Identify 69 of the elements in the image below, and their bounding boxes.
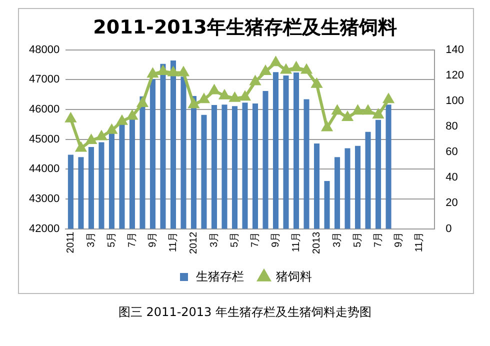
point bbox=[138, 98, 148, 107]
x-tick-label: 11月 bbox=[168, 232, 179, 252]
x-tick-label: 11月 bbox=[414, 232, 426, 252]
point bbox=[199, 94, 209, 104]
x-tick-label: 9月 bbox=[147, 232, 158, 248]
y2-tick-label: 40 bbox=[446, 172, 458, 184]
x-tick-label: 7月 bbox=[126, 232, 138, 248]
point bbox=[209, 85, 220, 94]
legend-label: 猪饲料 bbox=[276, 269, 312, 284]
point bbox=[302, 64, 312, 74]
point bbox=[178, 67, 188, 76]
point bbox=[127, 110, 138, 120]
point bbox=[260, 66, 270, 76]
text: 图三 2011-2013 年生猪存栏及生猪饲料走势图 bbox=[117, 304, 373, 321]
x-tick-label: 5月 bbox=[106, 232, 118, 248]
point bbox=[384, 94, 394, 104]
x-tick-label: 11月 bbox=[291, 232, 302, 252]
x-tick-label: 2012 bbox=[188, 231, 200, 254]
x-tick-label: 3月 bbox=[86, 232, 97, 248]
x-tick-label: 3月 bbox=[208, 232, 220, 248]
point bbox=[188, 99, 199, 108]
x-tick-label: 5月 bbox=[229, 232, 240, 248]
y2-tick-label: 0 bbox=[446, 222, 452, 235]
x-tick-label: 5月 bbox=[352, 232, 364, 248]
point bbox=[117, 116, 127, 125]
point bbox=[281, 64, 291, 74]
point bbox=[342, 112, 352, 122]
x-tick-label: 2013 bbox=[312, 231, 323, 254]
x-tick-label: 7月 bbox=[250, 232, 261, 248]
y2-tick-label: 80 bbox=[446, 120, 458, 133]
y-tick-label: 45000 bbox=[28, 133, 60, 146]
point bbox=[66, 113, 76, 122]
point bbox=[86, 135, 96, 144]
point bbox=[332, 106, 342, 115]
y-tick-label: 47000 bbox=[28, 74, 60, 86]
y-tick-label: 44000 bbox=[28, 163, 60, 176]
y-tick-label: 48000 bbox=[28, 44, 60, 56]
y2-tick-label: 20 bbox=[446, 197, 458, 210]
point bbox=[352, 106, 363, 115]
y2-tick-label: 120 bbox=[446, 69, 464, 82]
point bbox=[322, 122, 332, 132]
point bbox=[250, 76, 260, 86]
point bbox=[76, 142, 86, 152]
x-tick-label: 9月 bbox=[394, 232, 405, 248]
x-tick-label: 3月 bbox=[332, 232, 344, 248]
point bbox=[363, 106, 373, 115]
point bbox=[158, 66, 168, 76]
y-tick-label: 43000 bbox=[28, 192, 60, 205]
x-tick-label: 2011 bbox=[65, 231, 76, 254]
x-tick-label: 9月 bbox=[270, 232, 282, 248]
point bbox=[240, 92, 250, 101]
point bbox=[270, 57, 281, 66]
legend-label: 生猪存栏 bbox=[196, 269, 244, 284]
y-tick-label: 46000 bbox=[28, 103, 60, 116]
y-tick-label: 42000 bbox=[28, 222, 60, 235]
point bbox=[106, 124, 117, 134]
point bbox=[312, 78, 322, 88]
point bbox=[148, 68, 158, 78]
y2-tick-label: 140 bbox=[446, 44, 464, 56]
point bbox=[291, 62, 302, 72]
point bbox=[96, 131, 106, 140]
chart-title: 2011-2013年生猪存栏及生猪饲料 bbox=[93, 16, 397, 38]
point bbox=[230, 92, 240, 102]
point bbox=[168, 67, 178, 76]
point bbox=[373, 109, 384, 118]
y2-tick-label: 100 bbox=[446, 94, 464, 107]
point bbox=[220, 90, 230, 100]
x-tick-label: 7月 bbox=[373, 232, 384, 248]
y2-tick-label: 60 bbox=[446, 146, 458, 158]
